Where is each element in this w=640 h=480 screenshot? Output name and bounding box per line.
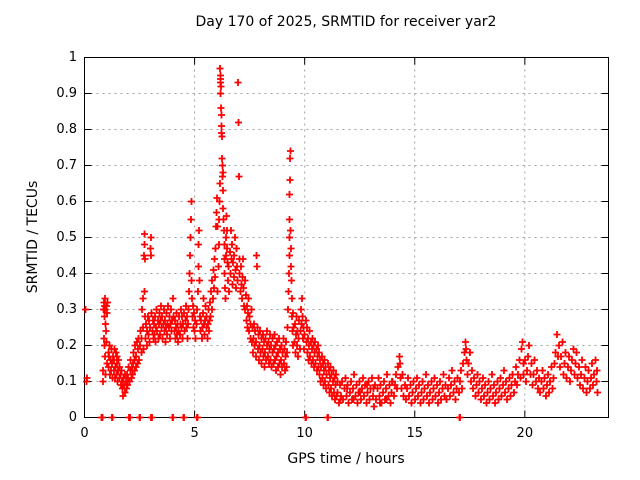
chart-title: Day 170 of 2025, SRMTID for receiver yar… — [195, 14, 497, 30]
y-tick-label: 1 — [68, 49, 77, 65]
y-tick-label: 0.1 — [56, 373, 77, 389]
x-tick-label: 0 — [80, 426, 89, 441]
data-points — [82, 65, 601, 421]
y-tick-label: 0.3 — [56, 301, 77, 317]
plot-border — [84, 57, 609, 418]
y-tick-label: 0.7 — [56, 157, 77, 173]
x-tick-label: 10 — [296, 426, 313, 441]
y-tick-label: 0.9 — [56, 85, 77, 101]
y-tick-label: 0.6 — [56, 193, 77, 209]
x-tick-label: 15 — [406, 426, 424, 441]
y-tick-label: 0 — [68, 409, 77, 425]
y-tick-label: 0.2 — [56, 337, 77, 353]
y-tick-label: 0.5 — [56, 229, 77, 245]
y-tick-label: 0.8 — [56, 121, 77, 137]
x-tick-label: 5 — [190, 426, 199, 441]
x-axis-label: GPS time / hours — [287, 451, 405, 467]
x-tick-label: 20 — [516, 426, 534, 441]
y-tick-label: 0.4 — [56, 265, 77, 281]
